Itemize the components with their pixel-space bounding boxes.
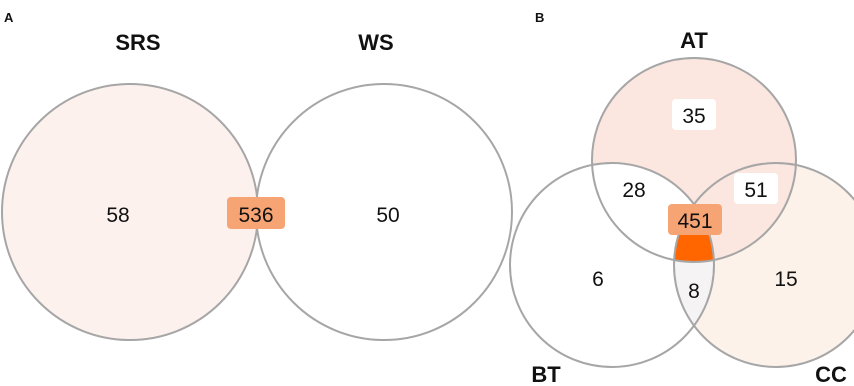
intersection-label-box — [227, 197, 285, 229]
cc-set-label: CC — [815, 362, 847, 386]
bt-circle-outline — [509, 162, 715, 368]
at-bt-count: 28 — [622, 179, 645, 202]
bt-cc-count: 8 — [688, 280, 700, 303]
panel-b-label: B — [535, 10, 544, 25]
cc-circle-outline — [673, 162, 854, 368]
bt-circle-fill — [510, 163, 714, 367]
all-three-label-box — [668, 204, 722, 235]
ws-only-count: 50 — [376, 204, 399, 227]
cc-only-count: 15 — [774, 268, 797, 291]
panel-b: B AT BT CC 35 28 51 451 6 8 15 — [509, 10, 854, 386]
bt-only-count: 6 — [592, 268, 604, 291]
at-cc-count: 51 — [744, 179, 767, 202]
at-bt-label-box — [612, 173, 656, 204]
at-bt-cc-count: 451 — [677, 210, 712, 233]
at-only-count: 35 — [682, 105, 705, 128]
srs-only-count: 58 — [106, 204, 129, 227]
ws-set-label: WS — [358, 30, 393, 55]
at-only-label-box — [672, 99, 716, 130]
at-set-label: AT — [680, 28, 708, 53]
srs-set-label: SRS — [115, 30, 160, 55]
srs-ws-intersection-count: 536 — [238, 204, 273, 227]
srs-circle-fill — [2, 84, 258, 340]
panel-a-label: A — [4, 10, 14, 25]
at-cc-label-box — [734, 173, 778, 204]
bt-set-label: BT — [531, 362, 561, 386]
panel-a: A SRS WS 58 536 50 — [1, 10, 513, 341]
at-circle-outline — [591, 57, 797, 263]
